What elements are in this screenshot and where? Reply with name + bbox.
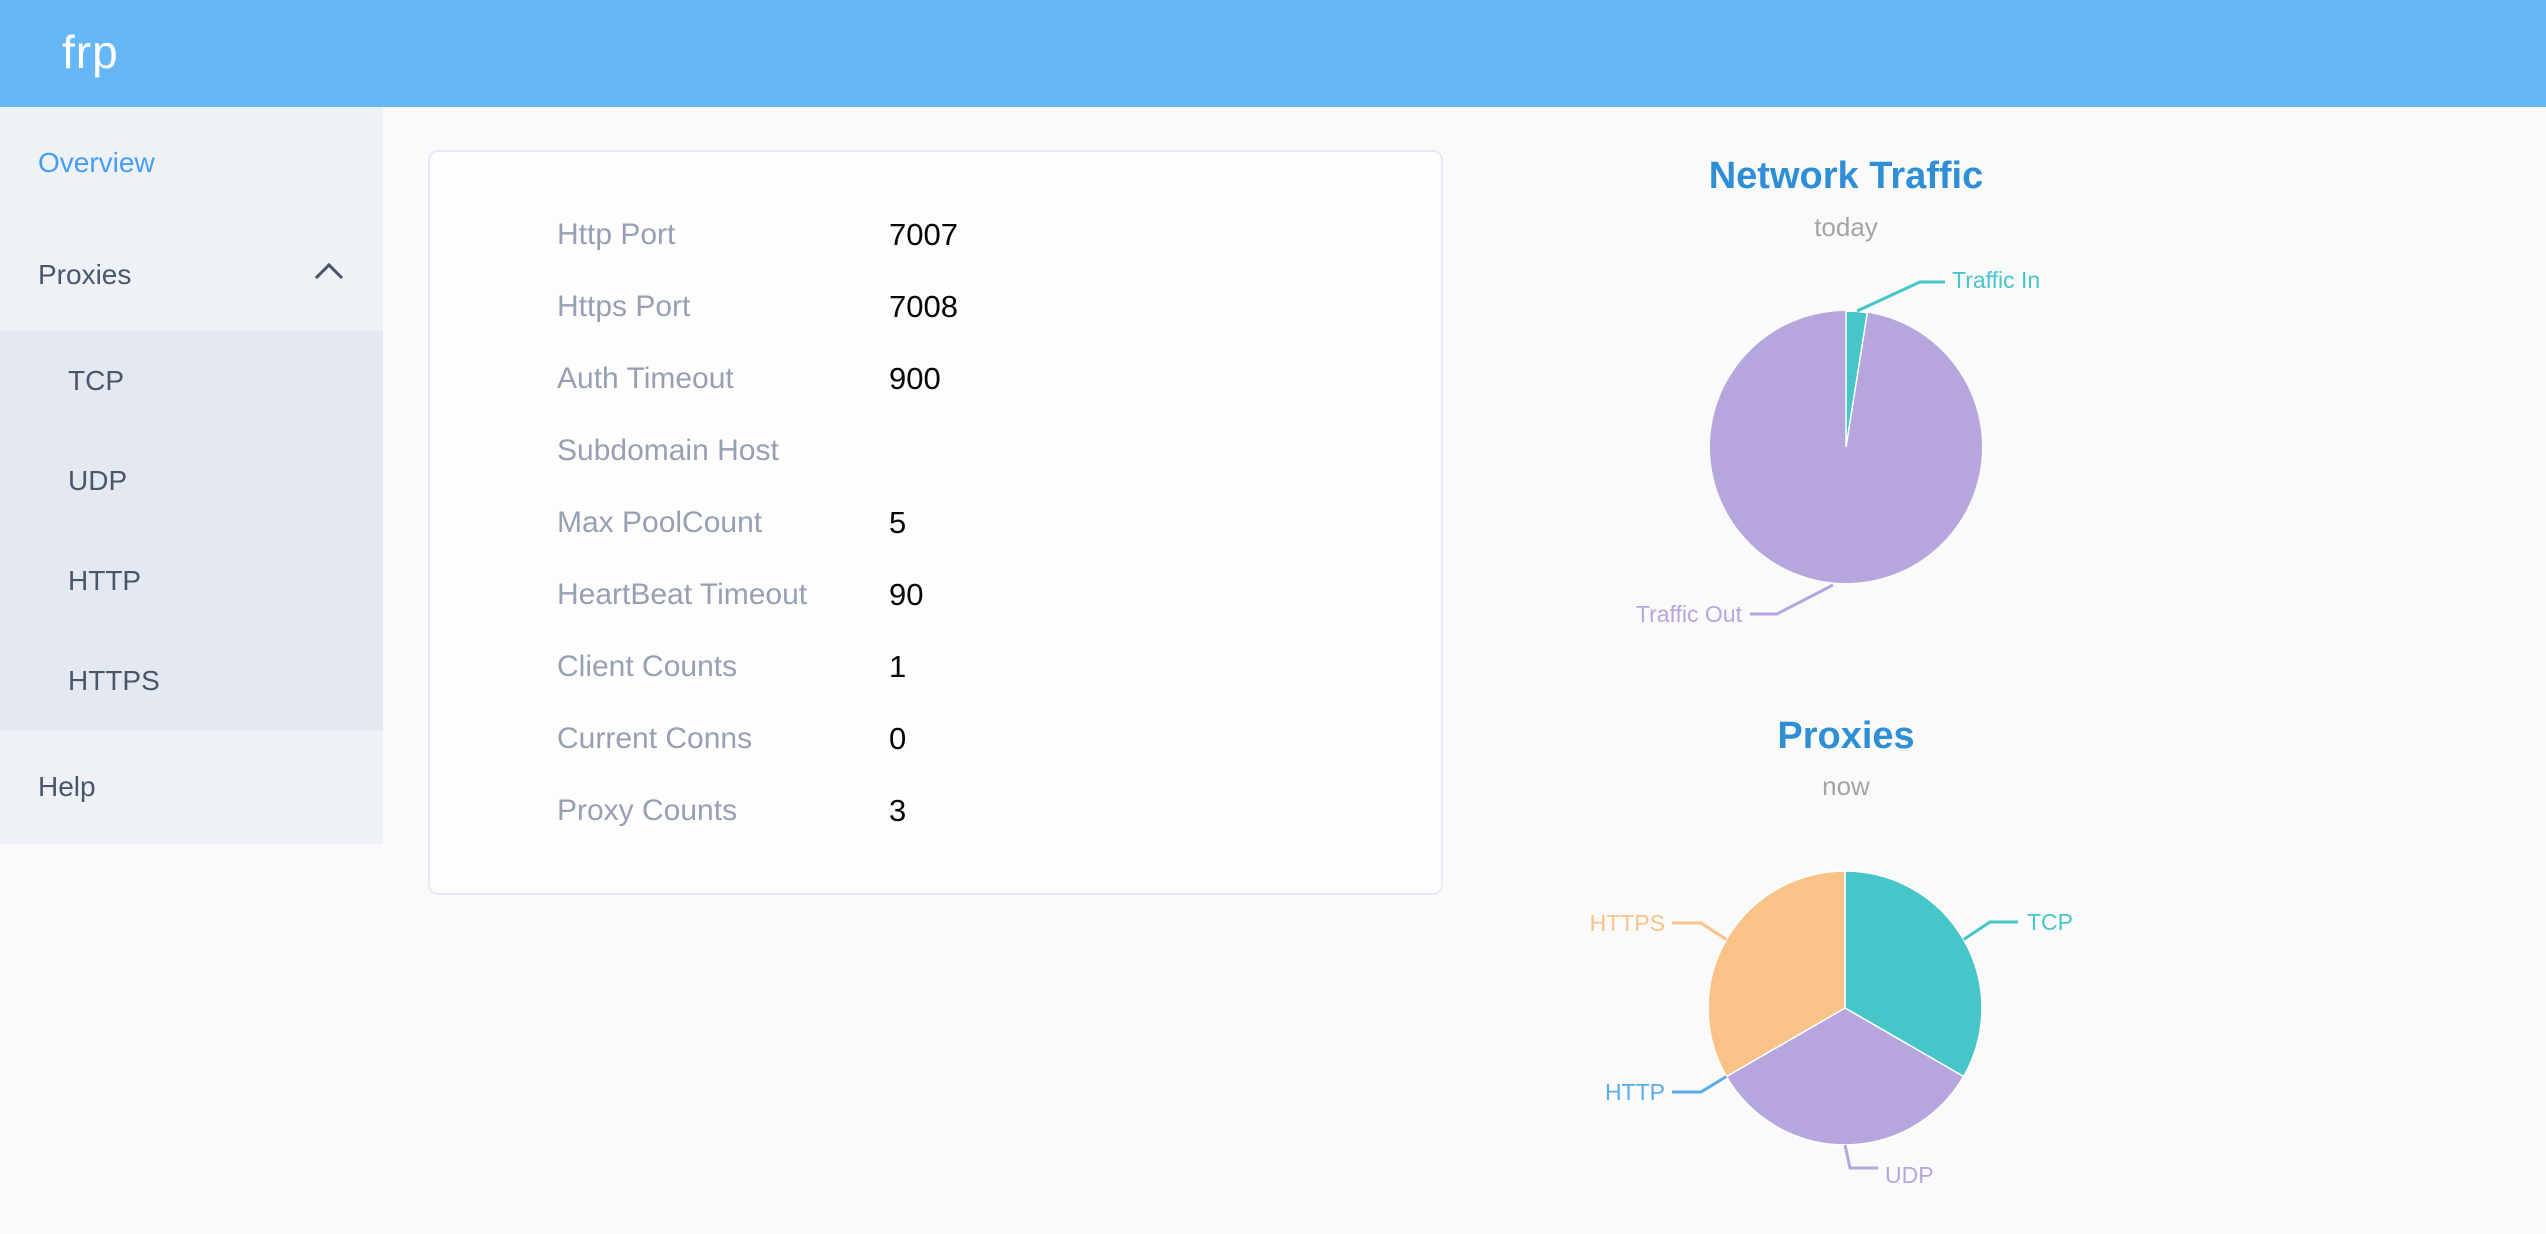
config-value: 90 bbox=[889, 577, 924, 612]
config-value: 900 bbox=[889, 361, 941, 396]
charts-panel: Network Traffic today Traffic In Traffic… bbox=[1560, 107, 2546, 1234]
callout-line-udp bbox=[1843, 1144, 1878, 1170]
network-traffic-chart-title: Network Traffic bbox=[1709, 155, 1984, 197]
pie-label-traffic-in: Traffic In bbox=[1952, 267, 2040, 293]
config-value: 0 bbox=[889, 721, 907, 756]
sidebar-item-label: TCP bbox=[68, 365, 124, 396]
sidebar-item-proxies[interactable]: Proxies bbox=[0, 219, 383, 331]
config-label: Client Counts bbox=[557, 650, 738, 683]
sidebar-item-http[interactable]: HTTP bbox=[0, 531, 383, 631]
config-value: 7007 bbox=[889, 217, 958, 252]
proxies-chart-title: Proxies bbox=[1777, 715, 1914, 757]
table-row: Current Conns 0 bbox=[430, 703, 1441, 775]
network-traffic-chart-subtitle: today bbox=[1814, 212, 1878, 242]
sidebar: Overview Proxies TCP UDP HTTP HTTPS Help bbox=[0, 107, 383, 844]
overview-card: Http Port 7007 Https Port 7008 Auth Time… bbox=[428, 150, 1443, 895]
table-row: Auth Timeout 900 bbox=[430, 343, 1441, 415]
sidebar-item-label: UDP bbox=[68, 465, 128, 496]
config-value: 3 bbox=[889, 793, 907, 828]
table-row: Client Counts 1 bbox=[430, 631, 1441, 703]
callout-line-traffic-in bbox=[1856, 280, 1945, 313]
table-row: Proxy Counts 3 bbox=[430, 775, 1441, 847]
sidebar-item-help[interactable]: Help bbox=[0, 731, 383, 843]
config-label: Proxy Counts bbox=[557, 794, 738, 827]
pie-label-http: HTTP bbox=[1605, 1079, 1665, 1105]
sidebar-item-overview[interactable]: Overview bbox=[0, 107, 383, 219]
table-row: Https Port 7008 bbox=[430, 271, 1441, 343]
callout-line-http bbox=[1672, 1075, 1728, 1094]
config-label: Auth Timeout bbox=[557, 362, 734, 395]
pie-slice-https[interactable] bbox=[1707, 870, 1846, 1078]
config-label: HeartBeat Timeout bbox=[557, 578, 808, 611]
sidebar-item-label: HTTPS bbox=[68, 665, 160, 696]
callout-line-https bbox=[1672, 921, 1728, 941]
pie-slice-tcp[interactable] bbox=[1844, 870, 1983, 1078]
pie-slice-traffic-in[interactable] bbox=[1845, 310, 1869, 448]
sidebar-item-https[interactable]: HTTPS bbox=[0, 631, 383, 731]
table-row: Subdomain Host bbox=[430, 415, 1441, 487]
proxies-chart-subtitle: now bbox=[1822, 771, 1870, 801]
server-config-table: Http Port 7007 Https Port 7008 Auth Time… bbox=[430, 199, 1441, 847]
sidebar-item-tcp[interactable]: TCP bbox=[0, 331, 383, 431]
chevron-up-icon[interactable] bbox=[314, 262, 344, 292]
callout-line-tcp bbox=[1962, 920, 2018, 941]
config-label: Current Conns bbox=[557, 722, 753, 755]
table-row: HeartBeat Timeout 90 bbox=[430, 559, 1441, 631]
config-value: 5 bbox=[889, 505, 907, 540]
sidebar-item-label: Proxies bbox=[38, 259, 132, 290]
config-label: Https Port bbox=[557, 290, 691, 323]
sidebar-submenu-proxies: TCP UDP HTTP HTTPS bbox=[0, 331, 383, 731]
sidebar-item-udp[interactable]: UDP bbox=[0, 431, 383, 531]
table-row: Http Port 7007 bbox=[430, 199, 1441, 271]
pie-label-tcp: TCP bbox=[2027, 909, 2073, 935]
pie-label-https: HTTPS bbox=[1590, 910, 1665, 936]
config-label: Http Port bbox=[557, 218, 676, 251]
config-label: Subdomain Host bbox=[557, 434, 779, 467]
frp-logo: frp bbox=[62, 26, 119, 78]
pie-label-traffic-out: Traffic Out bbox=[1636, 601, 1743, 627]
config-value: 7008 bbox=[889, 289, 958, 324]
sidebar-item-label: Overview bbox=[38, 147, 155, 178]
pie-label-udp: UDP bbox=[1885, 1162, 1934, 1188]
config-value: 1 bbox=[889, 649, 907, 684]
callout-line-traffic-out bbox=[1750, 583, 1834, 616]
config-label: Max PoolCount bbox=[557, 506, 763, 539]
table-row: Max PoolCount 5 bbox=[430, 487, 1441, 559]
sidebar-item-label: Help bbox=[38, 771, 96, 802]
app-header: frp bbox=[0, 0, 2546, 107]
pie-slice-udp[interactable] bbox=[1725, 1007, 1965, 1146]
sidebar-item-label: HTTP bbox=[68, 565, 142, 596]
